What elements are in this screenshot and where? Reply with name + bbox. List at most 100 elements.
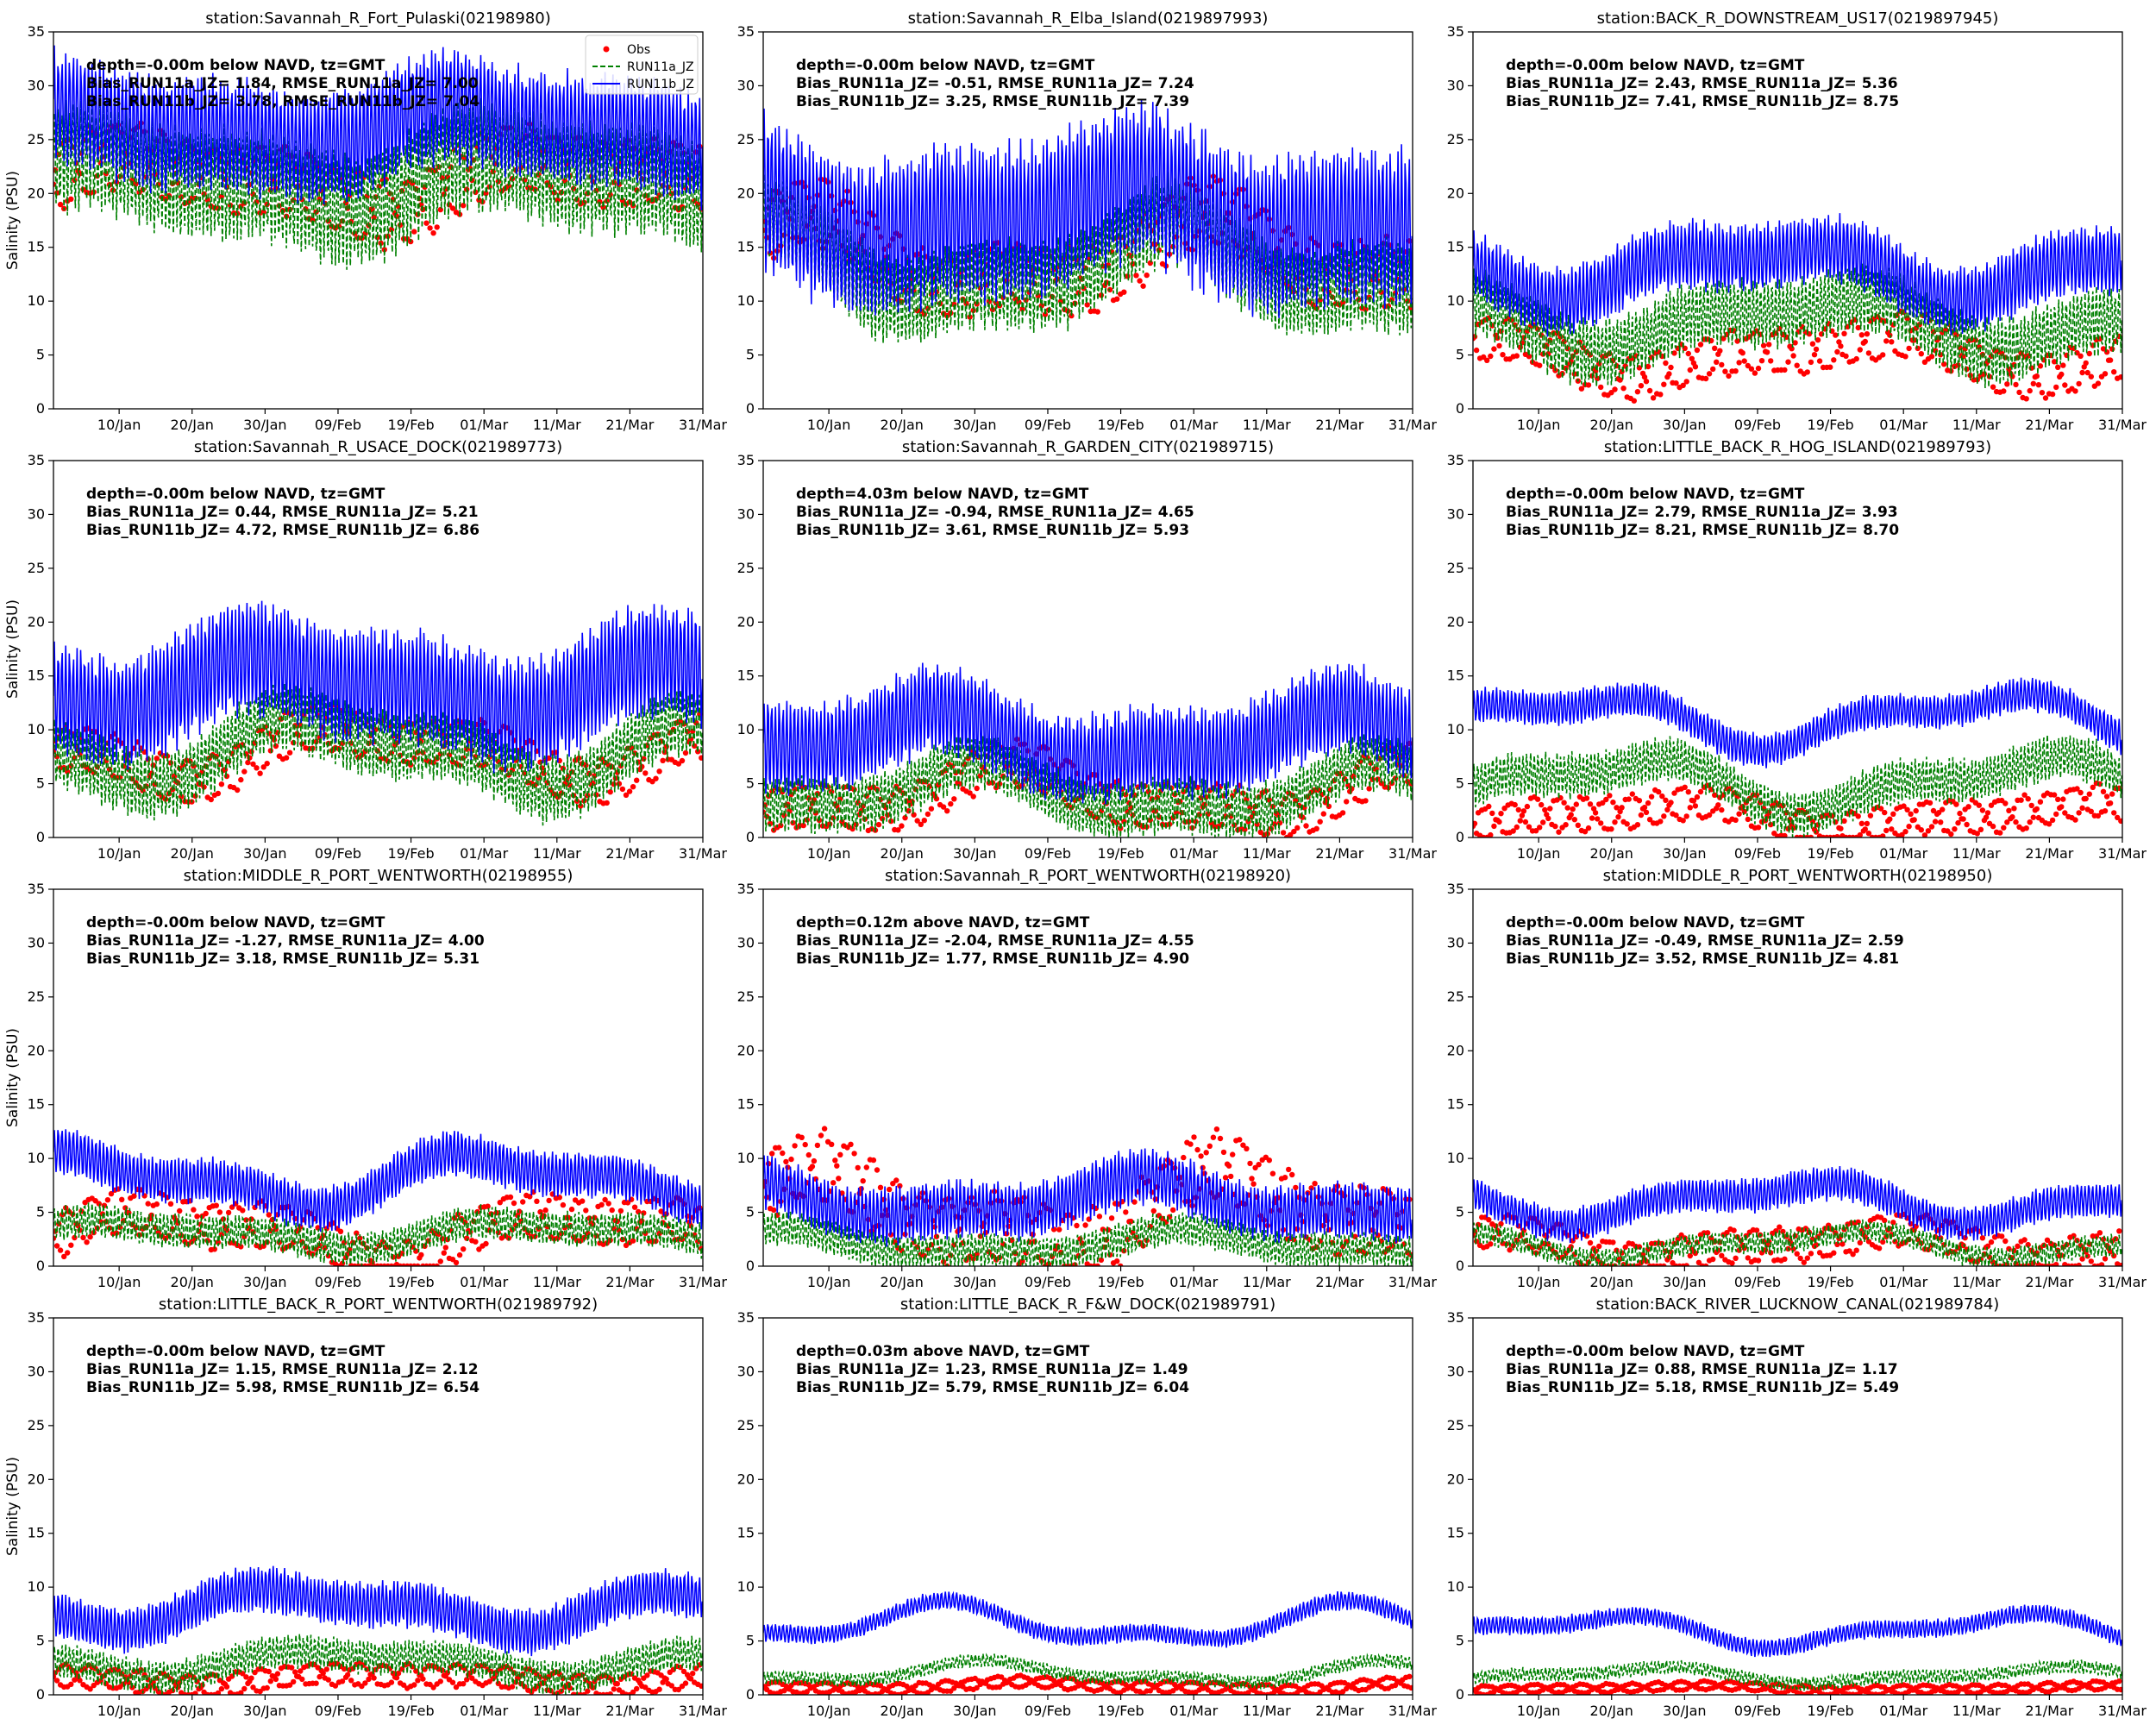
obs-point — [1953, 801, 1959, 807]
x-tick-label: 19/Feb — [1098, 417, 1144, 433]
obs-point — [1140, 283, 1146, 289]
y-tick-label: 20 — [1447, 613, 1464, 630]
obs-point — [2060, 362, 2066, 368]
obs-point — [1808, 1251, 1814, 1257]
obs-point — [1643, 809, 1650, 816]
obs-point — [1486, 803, 1492, 810]
obs-point — [534, 1198, 540, 1205]
obs-point — [1813, 346, 1820, 353]
obs-point — [337, 1228, 344, 1235]
obs-point — [441, 1250, 447, 1256]
obs-point — [1689, 355, 1695, 361]
obs-point — [1658, 819, 1664, 825]
obs-point — [1906, 824, 1912, 830]
x-tick-label: 21/Mar — [605, 1703, 654, 1719]
obs-point — [1326, 803, 1332, 810]
obs-point — [1952, 826, 1958, 832]
obs-point — [1999, 1233, 2005, 1239]
obs-point — [2013, 819, 2019, 825]
x-tick-label: 09/Feb — [315, 845, 361, 862]
y-axis-label: Salinity (PSU) — [4, 1028, 22, 1127]
obs-point — [2095, 380, 2102, 386]
obs-point — [1764, 349, 1771, 355]
obs-point — [1620, 386, 1626, 392]
obs-point — [1563, 822, 1569, 828]
obs-point — [245, 759, 251, 766]
obs-point — [1220, 1149, 1227, 1156]
obs-point — [1481, 354, 1487, 361]
obs-point — [1181, 1154, 1187, 1161]
x-tick-label: 21/Mar — [1315, 845, 1363, 862]
obs-point — [2084, 1253, 2090, 1259]
obs-point — [223, 773, 230, 780]
obs-point — [1680, 382, 1686, 388]
obs-point — [1733, 817, 1739, 823]
obs-point — [1831, 1250, 1837, 1256]
obs-point — [240, 1208, 246, 1214]
obs-point — [1768, 358, 1774, 364]
run11b-line — [53, 1129, 703, 1233]
obs-point — [1656, 788, 1662, 795]
obs-point — [851, 1151, 857, 1157]
obs-point — [1990, 823, 1996, 830]
y-tick-label: 20 — [28, 1042, 45, 1058]
y-tick-label: 25 — [1447, 1417, 1464, 1433]
obs-point — [2028, 802, 2034, 809]
obs-point — [1918, 827, 1924, 833]
x-tick-label: 31/Mar — [1388, 845, 1437, 862]
obs-point — [2083, 360, 2089, 367]
obs-point — [1648, 794, 1655, 800]
obs-point — [1794, 362, 1800, 368]
obs-point — [600, 204, 606, 210]
chart-title: station:Savannah_R_Elba_Island(021989799… — [908, 9, 1269, 28]
obs-point — [260, 1243, 266, 1249]
stats-annotation: depth=-0.00m below NAVD, tz=GMT — [1506, 914, 1805, 932]
obs-point — [580, 1198, 586, 1204]
y-tick-label: 5 — [1456, 1204, 1464, 1220]
obs-point — [273, 743, 279, 750]
obs-point — [948, 800, 954, 807]
run11b-line — [763, 99, 1413, 318]
obs-point — [555, 1235, 561, 1241]
obs-point — [837, 1151, 843, 1158]
y-tick-label: 10 — [28, 721, 45, 737]
y-tick-label: 15 — [737, 1096, 755, 1113]
obs-point — [1532, 828, 1539, 834]
obs-point — [223, 1684, 230, 1690]
stats-annotation: Bias_RUN11b_JZ= 5.18, RMSE_RUN11b_JZ= 5.… — [1506, 1379, 1899, 1396]
obs-point — [1520, 808, 1527, 814]
obs-point — [1526, 354, 1532, 360]
obs-point — [642, 770, 649, 776]
chart-panel: station:LITTLE_BACK_R_F&W_DOCK(021989791… — [737, 1295, 1438, 1719]
obs-point — [2011, 806, 2017, 812]
obs-point — [1600, 800, 1606, 806]
obs-point — [660, 757, 666, 763]
stats-annotation: Bias_RUN11a_JZ= -1.27, RMSE_RUN11a_JZ= 4… — [86, 932, 485, 950]
obs-point — [1610, 800, 1616, 806]
chart-panel: station:LITTLE_BACK_R_PORT_WENTWORTH(021… — [4, 1295, 727, 1719]
obs-point — [560, 1201, 567, 1208]
axes-frame — [53, 31, 704, 410]
obs-point — [299, 1676, 305, 1683]
obs-point — [1668, 800, 1674, 806]
stats-annotation: depth=-0.00m below NAVD, tz=GMT — [86, 914, 385, 932]
obs-point — [1191, 1134, 1197, 1140]
stats-annotation: Bias_RUN11b_JZ= 5.79, RMSE_RUN11b_JZ= 6.… — [796, 1379, 1189, 1396]
y-axis-label: Salinity (PSU) — [4, 171, 22, 270]
x-tick-label: 31/Mar — [2098, 1274, 2147, 1290]
x-tick-label: 11/Mar — [533, 1274, 581, 1290]
obs-point — [1108, 1215, 1115, 1221]
obs-point — [1726, 373, 1732, 380]
obs-point — [348, 1678, 354, 1684]
stats-annotation: Bias_RUN11a_JZ= 0.44, RMSE_RUN11a_JZ= 5.… — [86, 504, 479, 521]
stats-annotation: depth=4.03m below NAVD, tz=GMT — [796, 486, 1089, 503]
obs-point — [1745, 816, 1752, 823]
obs-point — [1094, 309, 1101, 315]
x-tick-label: 20/Jan — [171, 1703, 214, 1719]
obs-point — [453, 1259, 460, 1266]
obs-point — [1883, 827, 1890, 834]
obs-point — [1925, 828, 1932, 834]
obs-point — [283, 755, 290, 761]
x-tick-label: 20/Jan — [1590, 1703, 1633, 1719]
